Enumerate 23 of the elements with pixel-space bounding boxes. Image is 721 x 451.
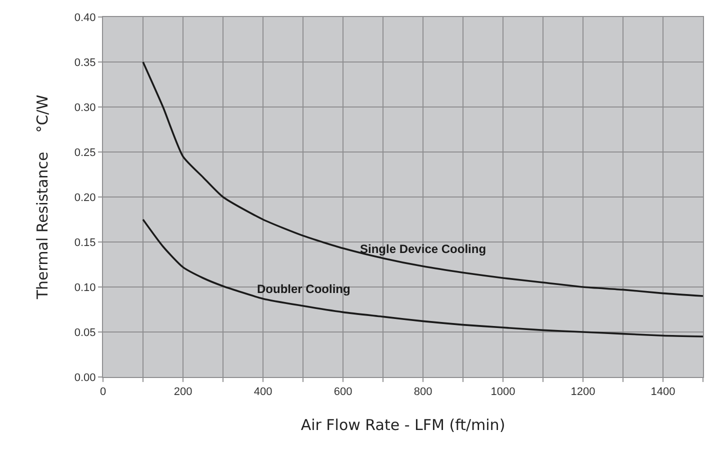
x-axis-title: Air Flow Rate - LFM (ft/min) xyxy=(300,416,506,434)
x-tick-label: 0 xyxy=(100,386,106,398)
series-label: Doubler Cooling xyxy=(257,282,350,296)
x-tick-label: 200 xyxy=(174,386,192,398)
y-tick-label: 0.25 xyxy=(74,146,96,159)
y-tick-label: 0.15 xyxy=(74,236,96,249)
x-tick-label: 1000 xyxy=(490,386,516,398)
x-tick-label: 1400 xyxy=(650,386,676,398)
x-tick-label: 600 xyxy=(334,386,352,398)
y-tick-label: 0.40 xyxy=(74,12,96,24)
series-label: Single Device Cooling xyxy=(360,242,486,256)
x-tick-label: 800 xyxy=(414,386,432,398)
y-tick-label: 0.30 xyxy=(74,102,96,114)
y-tick-label: 0.20 xyxy=(74,192,96,204)
line-series xyxy=(142,218,703,338)
y-axis-title: Thermal Resistance °C/W xyxy=(34,94,52,300)
x-tick-label: 400 xyxy=(254,386,272,398)
line-series xyxy=(142,61,703,297)
y-tick-label: 0.35 xyxy=(74,56,96,69)
y-tick-label: 0.10 xyxy=(74,282,96,294)
y-tick-label: 0.05 xyxy=(74,326,96,339)
x-tick-label: 1200 xyxy=(570,386,596,398)
y-tick-label: 0.00 xyxy=(74,372,96,384)
